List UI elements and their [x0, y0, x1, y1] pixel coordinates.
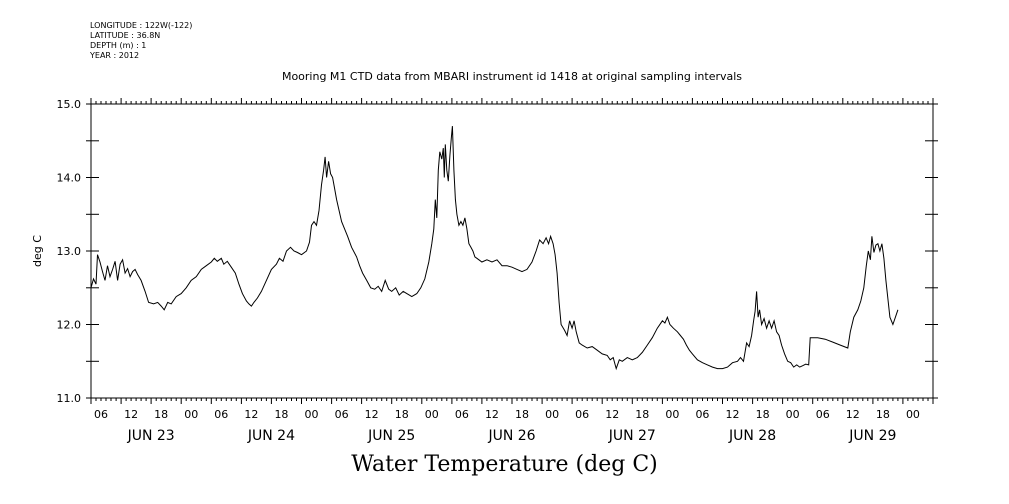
y-tick-label: 15.0	[57, 98, 82, 111]
day-label: JUN 24	[247, 428, 295, 444]
x-tick-label: 06	[816, 408, 830, 421]
x-tick-label: 18	[756, 408, 770, 421]
x-tick-label: 00	[425, 408, 439, 421]
longitude-text: LONGITUDE : 122W(-122)	[90, 21, 193, 30]
day-label: JUN 27	[608, 428, 656, 444]
y-tick-label: 14.0	[57, 172, 82, 185]
x-tick-label: 06	[335, 408, 349, 421]
x-tick-label: 18	[876, 408, 890, 421]
latitude-text: LATITUDE : 36.8N	[90, 31, 161, 40]
day-label: JUN 29	[848, 428, 896, 444]
x-tick-label: 06	[94, 408, 108, 421]
axis-ticks	[86, 98, 938, 404]
chart-title: Mooring M1 CTD data from MBARI instrumen…	[282, 70, 742, 83]
y-tick-label: 11.0	[57, 392, 82, 405]
y-axis-label: deg C	[31, 235, 44, 267]
y-tick-label: 13.0	[57, 245, 82, 258]
x-tick-label: 12	[846, 408, 860, 421]
x-tick-label: 06	[695, 408, 709, 421]
x-tick-label: 18	[154, 408, 168, 421]
x-tick-label: 18	[635, 408, 649, 421]
x-tick-label: 00	[786, 408, 800, 421]
day-label: JUN 28	[728, 428, 776, 444]
x-tick-label: 18	[515, 408, 529, 421]
x-tick-label: 00	[665, 408, 679, 421]
metadata-block: LONGITUDE : 122W(-122) LATITUDE : 36.8N …	[90, 21, 192, 61]
x-tick-label: 00	[184, 408, 198, 421]
x-tick-label: 12	[244, 408, 258, 421]
x-tick-labels: 06 12 18 00 06 12 18 00 06 12 18 00 06 12 18 00 06 12 18 00…	[94, 408, 920, 421]
day-label: JUN 23	[127, 428, 175, 444]
x-tick-label: 18	[395, 408, 409, 421]
x-tick-label: 12	[485, 408, 499, 421]
x-tick-label: 06	[214, 408, 228, 421]
day-label: JUN 26	[487, 428, 535, 444]
day-label: JUN 25	[367, 428, 415, 444]
x-tick-label: 06	[575, 408, 589, 421]
bottom-title: Water Temperature (deg C)	[351, 452, 658, 477]
x-tick-label: 00	[906, 408, 920, 421]
day-labels: JUN 23 JUN 24 JUN 25 JUN 26 JUN 27 JUN 28 JUN …	[127, 428, 897, 444]
y-tick-labels: 11.0 12.0 13.0 14.0 15.0	[57, 98, 82, 405]
year-text: YEAR : 2012	[90, 51, 140, 60]
series-line	[90, 126, 899, 371]
x-tick-label: 12	[124, 408, 138, 421]
x-tick-label: 00	[545, 408, 559, 421]
x-tick-label: 00	[305, 408, 319, 421]
x-tick-label: 18	[274, 408, 288, 421]
x-tick-label: 12	[726, 408, 740, 421]
x-tick-label: 12	[605, 408, 619, 421]
x-tick-label: 12	[365, 408, 379, 421]
depth-text: DEPTH (m) : 1	[90, 41, 147, 50]
y-tick-label: 12.0	[57, 319, 82, 332]
x-tick-label: 06	[455, 408, 469, 421]
plot-frame	[90, 103, 934, 399]
